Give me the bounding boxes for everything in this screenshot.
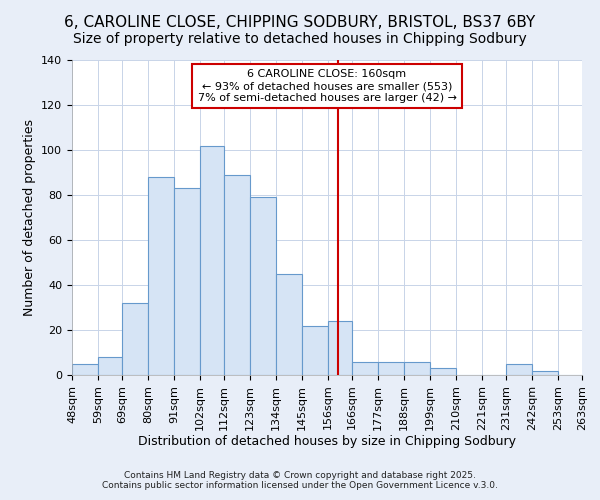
Bar [276, 274, 302, 375]
Bar [430, 368, 456, 375]
Bar [352, 362, 378, 375]
Bar [174, 188, 200, 375]
Text: 6, CAROLINE CLOSE, CHIPPING SODBURY, BRISTOL, BS37 6BY: 6, CAROLINE CLOSE, CHIPPING SODBURY, BRI… [64, 15, 536, 30]
Bar [404, 362, 430, 375]
Bar [378, 362, 404, 375]
Bar [122, 303, 148, 375]
Text: 6 CAROLINE CLOSE: 160sqm
← 93% of detached houses are smaller (553)
7% of semi-d: 6 CAROLINE CLOSE: 160sqm ← 93% of detach… [197, 70, 457, 102]
Text: Size of property relative to detached houses in Chipping Sodbury: Size of property relative to detached ho… [73, 32, 527, 46]
X-axis label: Distribution of detached houses by size in Chipping Sodbury: Distribution of detached houses by size … [138, 436, 516, 448]
Bar [200, 146, 224, 375]
Bar [328, 321, 352, 375]
Bar [224, 175, 250, 375]
Bar [506, 364, 532, 375]
Bar [250, 197, 276, 375]
Bar [532, 370, 558, 375]
Y-axis label: Number of detached properties: Number of detached properties [23, 119, 35, 316]
Bar [302, 326, 328, 375]
Bar [148, 177, 174, 375]
Bar [98, 357, 122, 375]
Text: Contains HM Land Registry data © Crown copyright and database right 2025.
Contai: Contains HM Land Registry data © Crown c… [102, 470, 498, 490]
Bar [72, 364, 98, 375]
